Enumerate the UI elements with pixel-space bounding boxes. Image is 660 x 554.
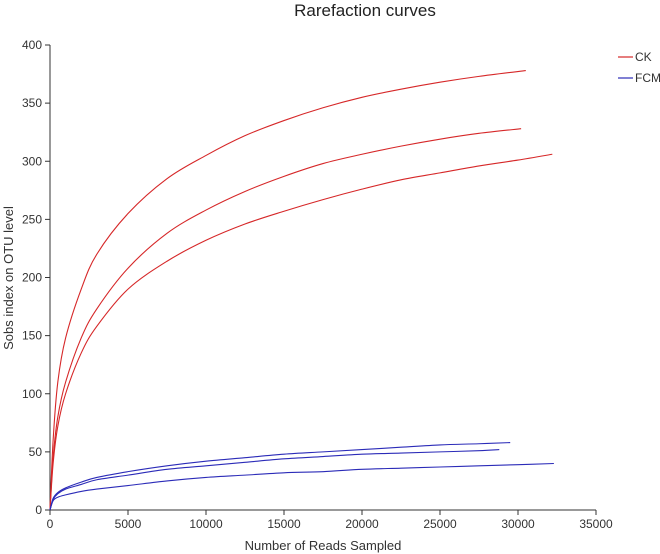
y-axis-label: Sobs index on OTU level [1,206,16,350]
legend: CK FCM [618,50,660,85]
series-line-fcm-5 [49,449,500,511]
series-lines [49,70,554,511]
y-axis-ticks: 0 50 100 150 200 250 300 350 400 [22,38,50,517]
x-tick-label: 15000 [267,517,301,531]
y-tick-label: 400 [22,38,42,52]
y-tick-label: 250 [22,212,42,226]
x-tick-label: 30000 [501,517,535,531]
x-tick-label: 25000 [423,517,457,531]
y-tick-label: 300 [22,154,42,168]
x-tick-label: 0 [47,517,54,531]
y-tick-label: 100 [22,387,42,401]
series-line-fcm-4 [49,442,511,511]
legend-label-ck: CK [635,50,652,64]
series-line-ck-3 [49,153,553,511]
series-line-ck-1 [49,70,526,511]
x-axis-ticks: 0 5000 10000 15000 20000 25000 30000 35000 [47,510,613,531]
series-line-ck-2 [49,128,522,511]
y-tick-label: 350 [22,96,42,110]
x-tick-label: 35000 [579,517,613,531]
x-tick-label: 20000 [345,517,379,531]
y-tick-label: 50 [29,445,43,459]
legend-label-fcm: FCM [635,71,660,85]
x-axis-label: Number of Reads Sampled [245,538,402,553]
chart-title: Rarefaction curves [294,1,436,20]
y-tick-label: 200 [22,271,42,285]
series-line-fcm-6 [49,462,554,511]
y-tick-label: 150 [22,329,42,343]
x-tick-label: 5000 [115,517,142,531]
x-tick-label: 10000 [189,517,223,531]
y-tick-label: 0 [35,503,42,517]
